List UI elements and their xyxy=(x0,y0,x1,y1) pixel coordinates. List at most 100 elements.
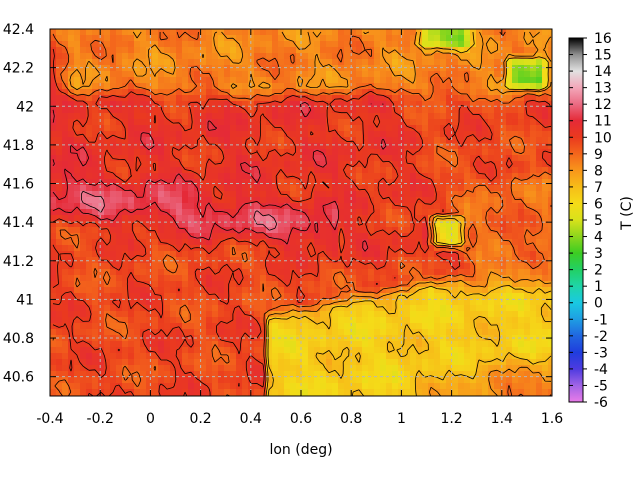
heat-cell xyxy=(152,377,159,384)
heat-cell xyxy=(530,227,537,234)
heat-cell xyxy=(230,149,237,156)
heat-cell xyxy=(464,65,471,72)
heat-cell xyxy=(392,353,399,360)
heat-cell xyxy=(50,377,57,384)
heat-cell xyxy=(260,233,267,240)
heat-cell xyxy=(68,353,75,360)
heat-cell xyxy=(536,35,543,42)
heat-cell xyxy=(416,83,423,90)
heat-cell xyxy=(374,299,381,306)
heat-cell xyxy=(464,53,471,60)
heat-cell xyxy=(200,47,207,54)
heat-cell xyxy=(284,293,291,300)
heat-cell xyxy=(152,149,159,156)
heat-cell xyxy=(380,251,387,258)
heat-cell xyxy=(116,185,123,192)
heat-cell xyxy=(494,341,501,348)
heat-cell xyxy=(188,377,195,384)
heat-cell xyxy=(284,71,291,78)
heat-cell xyxy=(62,251,69,258)
heat-cell xyxy=(494,95,501,102)
heat-cell xyxy=(446,287,453,294)
heat-cell xyxy=(62,107,69,114)
heat-cell xyxy=(338,365,345,372)
heat-cell xyxy=(140,137,147,144)
heat-cell xyxy=(50,209,57,216)
heat-cell xyxy=(350,59,357,66)
heat-cell xyxy=(230,125,237,132)
heat-cell xyxy=(242,365,249,372)
heat-cell xyxy=(488,131,495,138)
heat-cell xyxy=(182,329,189,336)
heat-cell xyxy=(434,197,441,204)
heat-cell xyxy=(380,47,387,54)
heat-cell xyxy=(512,215,519,222)
heat-cell xyxy=(122,155,129,162)
heat-cell xyxy=(446,317,453,324)
heat-cell xyxy=(302,281,309,288)
heat-cell xyxy=(512,113,519,120)
heat-cell xyxy=(92,293,99,300)
heat-cell xyxy=(206,347,213,354)
heat-cell xyxy=(350,143,357,150)
heat-cell xyxy=(80,167,87,174)
heat-cell xyxy=(392,119,399,126)
heat-cell xyxy=(302,335,309,342)
heat-cell xyxy=(332,245,339,252)
heat-cell xyxy=(350,311,357,318)
heat-cell xyxy=(308,29,315,36)
heat-cell xyxy=(350,155,357,162)
heat-cell xyxy=(140,323,147,330)
heat-cell xyxy=(446,143,453,150)
heat-cell xyxy=(308,323,315,330)
heat-cell xyxy=(416,233,423,240)
heat-cell xyxy=(314,173,321,180)
heat-cell xyxy=(404,65,411,72)
heat-cell xyxy=(452,329,459,336)
heat-cell xyxy=(92,233,99,240)
heat-cell xyxy=(464,197,471,204)
heat-cell xyxy=(434,59,441,66)
heat-cell xyxy=(92,83,99,90)
heat-cell xyxy=(422,41,429,48)
heat-cell xyxy=(350,203,357,210)
heat-cell xyxy=(536,221,543,228)
heat-cell xyxy=(338,377,345,384)
heat-cell xyxy=(170,233,177,240)
heat-cell xyxy=(212,155,219,162)
heat-cell xyxy=(134,203,141,210)
heat-cell xyxy=(320,269,327,276)
heat-cell xyxy=(380,293,387,300)
heat-cell xyxy=(98,287,105,294)
heat-cell xyxy=(236,149,243,156)
heat-cell xyxy=(428,149,435,156)
heat-cell xyxy=(212,53,219,60)
heat-cell xyxy=(98,125,105,132)
heat-cell xyxy=(56,329,63,336)
heat-cell xyxy=(218,215,225,222)
heat-cell xyxy=(512,365,519,372)
heat-cell xyxy=(512,89,519,96)
heat-cell xyxy=(524,305,531,312)
heat-cell xyxy=(266,155,273,162)
heat-cell xyxy=(368,281,375,288)
heat-cell xyxy=(212,257,219,264)
heat-cell xyxy=(422,119,429,126)
heat-cell xyxy=(140,65,147,72)
heat-cell xyxy=(428,335,435,342)
heat-cell xyxy=(260,149,267,156)
heat-cell xyxy=(470,155,477,162)
heat-cell xyxy=(218,305,225,312)
heat-cell xyxy=(86,167,93,174)
heat-cell xyxy=(344,371,351,378)
heat-cell xyxy=(296,203,303,210)
heat-cell xyxy=(98,317,105,324)
heat-cell xyxy=(236,125,243,132)
heat-cell xyxy=(410,71,417,78)
heat-cell xyxy=(296,35,303,42)
heat-cell xyxy=(302,95,309,102)
heat-cell xyxy=(458,305,465,312)
heat-cell xyxy=(464,257,471,264)
heat-cell xyxy=(326,83,333,90)
heat-cell xyxy=(278,65,285,72)
